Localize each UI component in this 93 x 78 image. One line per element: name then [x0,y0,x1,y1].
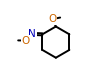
Text: O: O [22,36,30,46]
Text: O: O [48,14,56,24]
Text: N: N [28,29,36,39]
